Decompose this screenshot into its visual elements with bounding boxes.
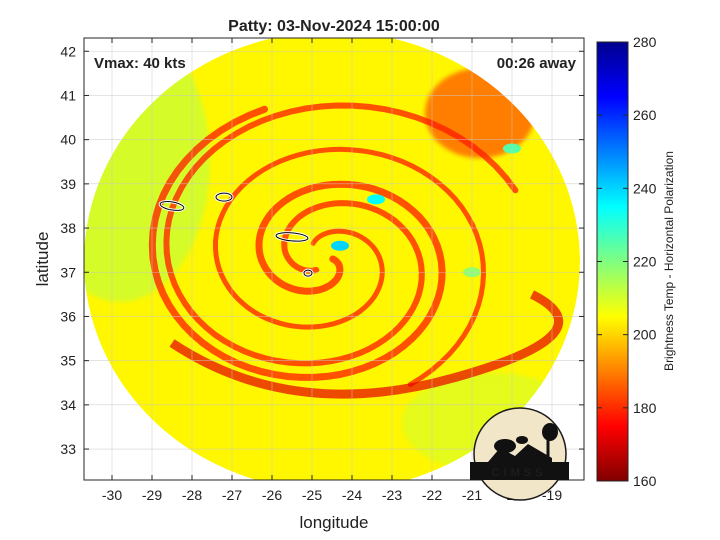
spiral-band-2	[163, 102, 519, 367]
x-tick-label: -27	[222, 487, 242, 503]
colorbar	[596, 41, 629, 482]
colorbar-tick-label: 260	[633, 107, 657, 123]
colorbar-ticks: 160 180 200 220 240 260 280	[597, 34, 657, 489]
x-axis-ticks: -30-29-28-27-26-25-24-23-22-21-20-19	[102, 38, 562, 503]
colorbar-tick-label: 200	[633, 327, 657, 343]
chart-title: Patty: 03-Nov-2024 15:00:00	[228, 18, 440, 35]
y-tick-label: 42	[60, 43, 76, 59]
island-outlines	[50, 155, 314, 278]
warm-spot-1	[331, 240, 349, 251]
island-halo	[50, 155, 77, 169]
time-away-annotation: 00:26 away	[497, 55, 577, 72]
x-tick-label: -23	[382, 487, 402, 503]
colorbar-label: Brightness Temp - Horizontal Polarizatio…	[662, 151, 676, 371]
island-outline	[215, 192, 233, 202]
y-tick-label: 37	[60, 264, 76, 280]
plot-frame	[83, 37, 585, 481]
warm-spot-2	[367, 194, 385, 205]
y-tick-label: 33	[60, 441, 76, 457]
grid-lines	[84, 38, 584, 480]
island-outline	[50, 155, 77, 169]
y-tick-label: 41	[60, 87, 76, 103]
x-tick-label: -29	[142, 487, 162, 503]
colorbar-tick-label: 160	[633, 473, 657, 489]
x-tick-label: -22	[422, 487, 442, 503]
island-outline	[303, 269, 313, 277]
island-outline	[159, 201, 185, 211]
colorbar-tick-label: 180	[633, 400, 657, 416]
y-tick-label: 40	[60, 132, 76, 148]
x-tick-label: -26	[262, 487, 282, 503]
x-tick-label: -24	[342, 487, 362, 503]
cimss-logo: CIMSS	[470, 407, 569, 501]
colorbar-tick-label: 220	[633, 254, 657, 270]
y-tick-label: 38	[60, 220, 76, 236]
colorbar-tick-label: 240	[633, 180, 657, 196]
x-tick-label: -21	[462, 487, 482, 503]
island-outline	[275, 232, 309, 242]
y-tick-label: 36	[60, 308, 76, 324]
y-tick-label: 39	[60, 176, 76, 192]
x-tick-label: -30	[102, 487, 122, 503]
x-tick-label: -25	[302, 487, 322, 503]
heatmap-swath	[84, 38, 580, 480]
y-axis-ticks: 33 34 35 36 37 38 39 40 41 42	[60, 43, 584, 457]
y-tick-label: 34	[60, 397, 76, 413]
spiral-band-1	[148, 105, 446, 381]
x-tick-label: -28	[182, 487, 202, 503]
x-axis-label: longitude	[299, 513, 368, 532]
colorbar-tick-label: 280	[633, 34, 657, 50]
spiral-band-south	[169, 290, 564, 399]
spiral-band-3	[213, 146, 487, 387]
vmax-annotation: Vmax: 40 kts	[94, 55, 186, 72]
y-tick-label: 35	[60, 353, 76, 369]
logo-text: CIMSS	[492, 467, 547, 479]
y-axis-label: latitude	[33, 232, 52, 287]
